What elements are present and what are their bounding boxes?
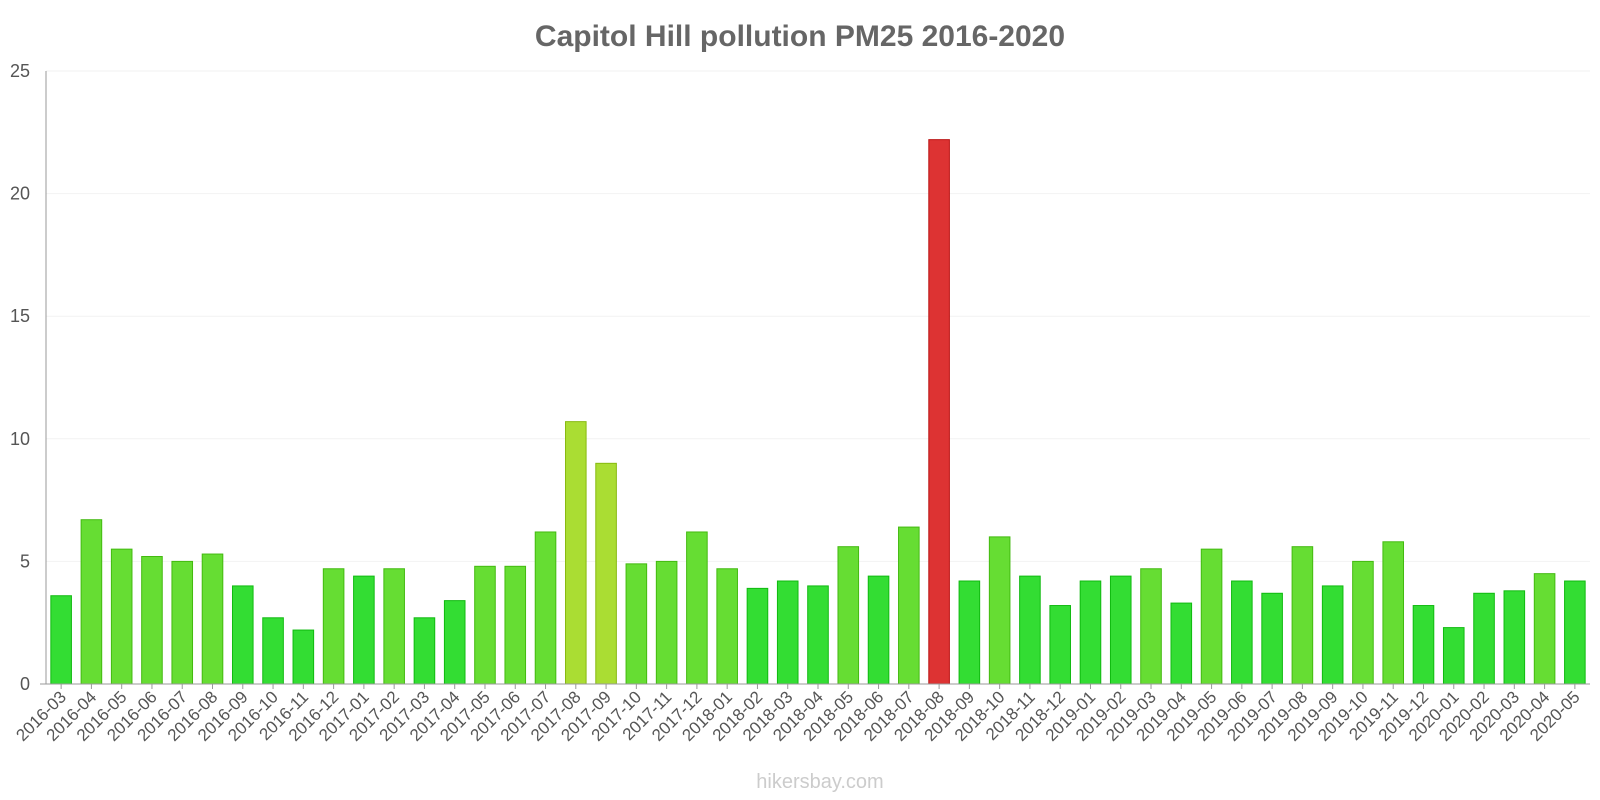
bar-2019-10[interactable]: [1352, 560, 1374, 685]
bar-2019-11[interactable]: [1382, 541, 1405, 685]
y-tick-label: 0: [20, 674, 30, 694]
bar-2019-01[interactable]: [1079, 580, 1102, 685]
bar-2016-12[interactable]: [322, 568, 345, 685]
bar-2017-04[interactable]: [443, 600, 466, 685]
bar-2017-06[interactable]: [504, 565, 527, 685]
bar-2018-11[interactable]: [1019, 575, 1041, 685]
watermark: hikersbay.com: [756, 771, 883, 793]
bar-2019-03[interactable]: [1140, 568, 1162, 685]
y-tick-label: 15: [10, 306, 30, 326]
x-axis-ticks: 2016-032016-042016-052016-062016-072016-…: [12, 687, 1583, 745]
bar-2017-03[interactable]: [413, 617, 436, 685]
bar-2020-02[interactable]: [1473, 592, 1495, 685]
bar-2016-04[interactable]: [80, 519, 103, 685]
bar-2018-03[interactable]: [776, 580, 799, 685]
bar-2018-07[interactable]: [898, 526, 920, 685]
bar-2019-12[interactable]: [1412, 605, 1435, 685]
bar-2019-02[interactable]: [1109, 575, 1132, 685]
bar-2016-10[interactable]: [262, 617, 284, 685]
bar-2016-07[interactable]: [171, 560, 194, 685]
axes: [40, 71, 1590, 689]
y-axis-ticks: 0 5 10 15 20 25: [10, 61, 30, 694]
bar-2020-01[interactable]: [1442, 627, 1465, 685]
bar-2017-12[interactable]: [686, 531, 708, 685]
grid-lines: [46, 70, 1590, 562]
y-tick-label: 10: [10, 429, 30, 449]
bar-2018-10[interactable]: [988, 536, 1011, 685]
bar-2017-01[interactable]: [353, 575, 375, 685]
bar-2017-05[interactable]: [474, 565, 496, 685]
bar-2016-08[interactable]: [201, 553, 224, 685]
bar-2019-08[interactable]: [1291, 546, 1314, 685]
bar-2016-03[interactable]: [50, 595, 72, 685]
bars: [50, 139, 1586, 685]
bar-2018-02[interactable]: [746, 587, 769, 685]
bar-2020-04[interactable]: [1533, 573, 1556, 685]
bar-2017-07[interactable]: [534, 531, 557, 685]
bar-2018-04[interactable]: [807, 585, 829, 685]
bar-2019-06[interactable]: [1231, 580, 1253, 685]
bar-2018-09[interactable]: [958, 580, 981, 685]
y-tick-label: 25: [10, 61, 30, 81]
bar-2017-10[interactable]: [625, 563, 648, 685]
bar-2018-12[interactable]: [1049, 605, 1071, 685]
bar-2019-04[interactable]: [1170, 602, 1193, 685]
y-tick-label: 20: [10, 184, 30, 204]
bar-2016-09[interactable]: [231, 585, 254, 685]
bar-2018-05[interactable]: [837, 546, 860, 685]
bar-2018-06[interactable]: [867, 575, 890, 685]
bar-2017-11[interactable]: [655, 560, 678, 685]
bar-2017-08[interactable]: [565, 421, 587, 685]
bar-2020-03[interactable]: [1503, 590, 1526, 685]
y-tick-label: 5: [20, 551, 30, 571]
bar-2018-08[interactable]: [928, 139, 950, 685]
bar-2018-01[interactable]: [716, 568, 738, 685]
bar-2017-09[interactable]: [595, 462, 617, 685]
chart-title: Capitol Hill pollution PM25 2016-2020: [535, 20, 1065, 53]
bar-2019-05[interactable]: [1200, 548, 1223, 685]
bar-2016-11[interactable]: [292, 629, 315, 685]
bar-2020-05[interactable]: [1564, 580, 1586, 685]
bar-2016-06[interactable]: [141, 555, 163, 685]
bar-2019-07[interactable]: [1261, 592, 1283, 685]
bar-2016-05[interactable]: [110, 548, 133, 685]
bar-2019-09[interactable]: [1321, 585, 1344, 685]
bar-2017-02[interactable]: [383, 568, 405, 685]
